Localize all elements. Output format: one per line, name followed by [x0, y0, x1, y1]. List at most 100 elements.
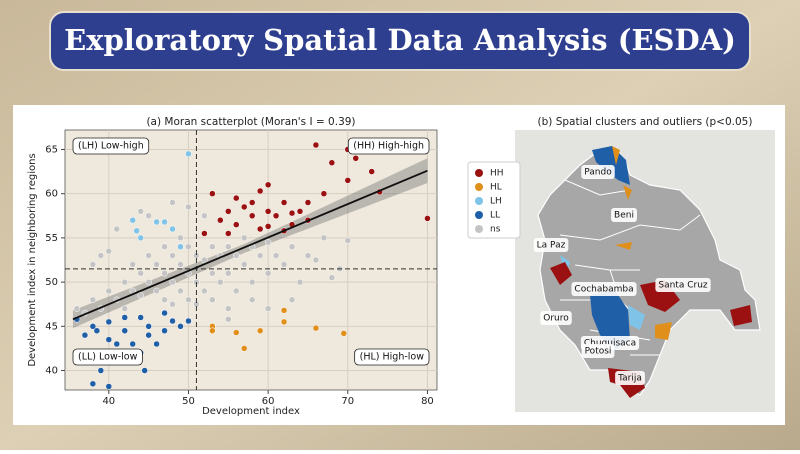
point — [233, 252, 240, 259]
region-label-box — [581, 344, 615, 358]
point — [320, 234, 328, 242]
region-label-box — [540, 311, 572, 325]
point — [352, 155, 359, 162]
point — [105, 383, 113, 390]
point — [137, 270, 144, 277]
point — [89, 323, 97, 330]
point — [264, 305, 272, 312]
region-label: Oruro — [540, 311, 572, 325]
region-label: Potosi — [581, 344, 615, 358]
point — [105, 336, 113, 343]
point — [137, 292, 144, 299]
point — [272, 252, 280, 259]
point — [233, 329, 240, 336]
point — [137, 314, 144, 321]
point — [89, 261, 97, 268]
point — [256, 187, 264, 195]
cluster-lh — [560, 255, 645, 330]
y-tick-label: 55 — [45, 233, 58, 244]
point — [225, 305, 232, 312]
point — [233, 287, 240, 295]
cluster-hl — [612, 146, 632, 200]
title-banner — [49, 11, 751, 71]
annotation-text: (LH) Low-high — [78, 141, 144, 152]
point — [225, 230, 232, 237]
region-label: Santa Cruz — [655, 278, 711, 292]
point — [177, 234, 184, 242]
point — [145, 252, 152, 259]
point — [225, 270, 232, 277]
point — [169, 300, 176, 308]
region-name: Cochabamba — [574, 285, 633, 295]
point — [177, 323, 184, 330]
cluster-hh — [730, 305, 752, 326]
point — [121, 278, 128, 286]
point — [161, 243, 168, 250]
point — [121, 327, 128, 334]
point — [296, 208, 304, 215]
map — [515, 130, 775, 412]
point — [93, 327, 101, 334]
quadrant-annotation: (LL) Low-low — [72, 348, 143, 366]
map-legend — [467, 161, 521, 239]
point — [288, 243, 296, 250]
point — [209, 243, 216, 250]
point — [272, 212, 280, 220]
region-label: Beni — [611, 208, 637, 222]
point — [312, 324, 320, 332]
point — [161, 218, 168, 226]
chart-title: (a) Moran scatterplot (Moran's I = 0.39) — [146, 116, 355, 128]
legend-swatch — [475, 211, 483, 219]
legend-swatch — [475, 197, 483, 205]
annotation-text: (HH) High-high — [353, 141, 424, 152]
annotation-box — [347, 137, 430, 155]
point — [105, 318, 113, 326]
point — [177, 261, 184, 268]
y-tick-label: 60 — [45, 189, 58, 200]
point — [169, 317, 176, 325]
plot-layer — [65, 130, 437, 390]
point — [177, 243, 184, 250]
point — [185, 203, 192, 211]
point — [217, 216, 224, 224]
point — [312, 141, 320, 149]
point — [240, 345, 248, 352]
point — [296, 278, 304, 286]
region-label: La Paz — [533, 238, 569, 252]
point — [288, 209, 296, 217]
point — [225, 243, 232, 250]
region-name: Santa Cruz — [658, 281, 708, 291]
y-tick-label: 45 — [45, 321, 58, 332]
region-label: Tarija — [615, 371, 645, 385]
y-tick-label: 40 — [45, 366, 58, 377]
region-name: Oruro — [543, 314, 569, 324]
point — [141, 367, 148, 374]
annotation-text: (HL) High-low — [360, 352, 425, 363]
cluster-ll — [590, 290, 630, 350]
point — [161, 296, 168, 304]
point — [73, 305, 81, 312]
slide-title: Exploratory Spatial Data Analysis (ESDA) — [64, 23, 736, 57]
quadrant-annotation: (HH) High-high — [347, 137, 430, 155]
point — [153, 261, 160, 268]
x-tick-label: 50 — [182, 396, 195, 407]
x-tick-label: 80 — [421, 396, 434, 407]
point — [248, 212, 256, 220]
annotation-box — [72, 348, 143, 366]
point — [145, 331, 152, 339]
point — [185, 243, 192, 250]
point — [105, 287, 113, 295]
cluster-hh — [550, 262, 572, 285]
point — [312, 256, 320, 264]
legend-swatch — [475, 225, 483, 233]
point — [225, 316, 232, 323]
point — [240, 261, 248, 268]
point — [185, 150, 192, 158]
point — [248, 199, 256, 206]
point — [344, 177, 352, 184]
point — [280, 318, 288, 326]
point — [340, 330, 348, 337]
region-label-box — [611, 208, 637, 222]
point — [97, 252, 105, 259]
